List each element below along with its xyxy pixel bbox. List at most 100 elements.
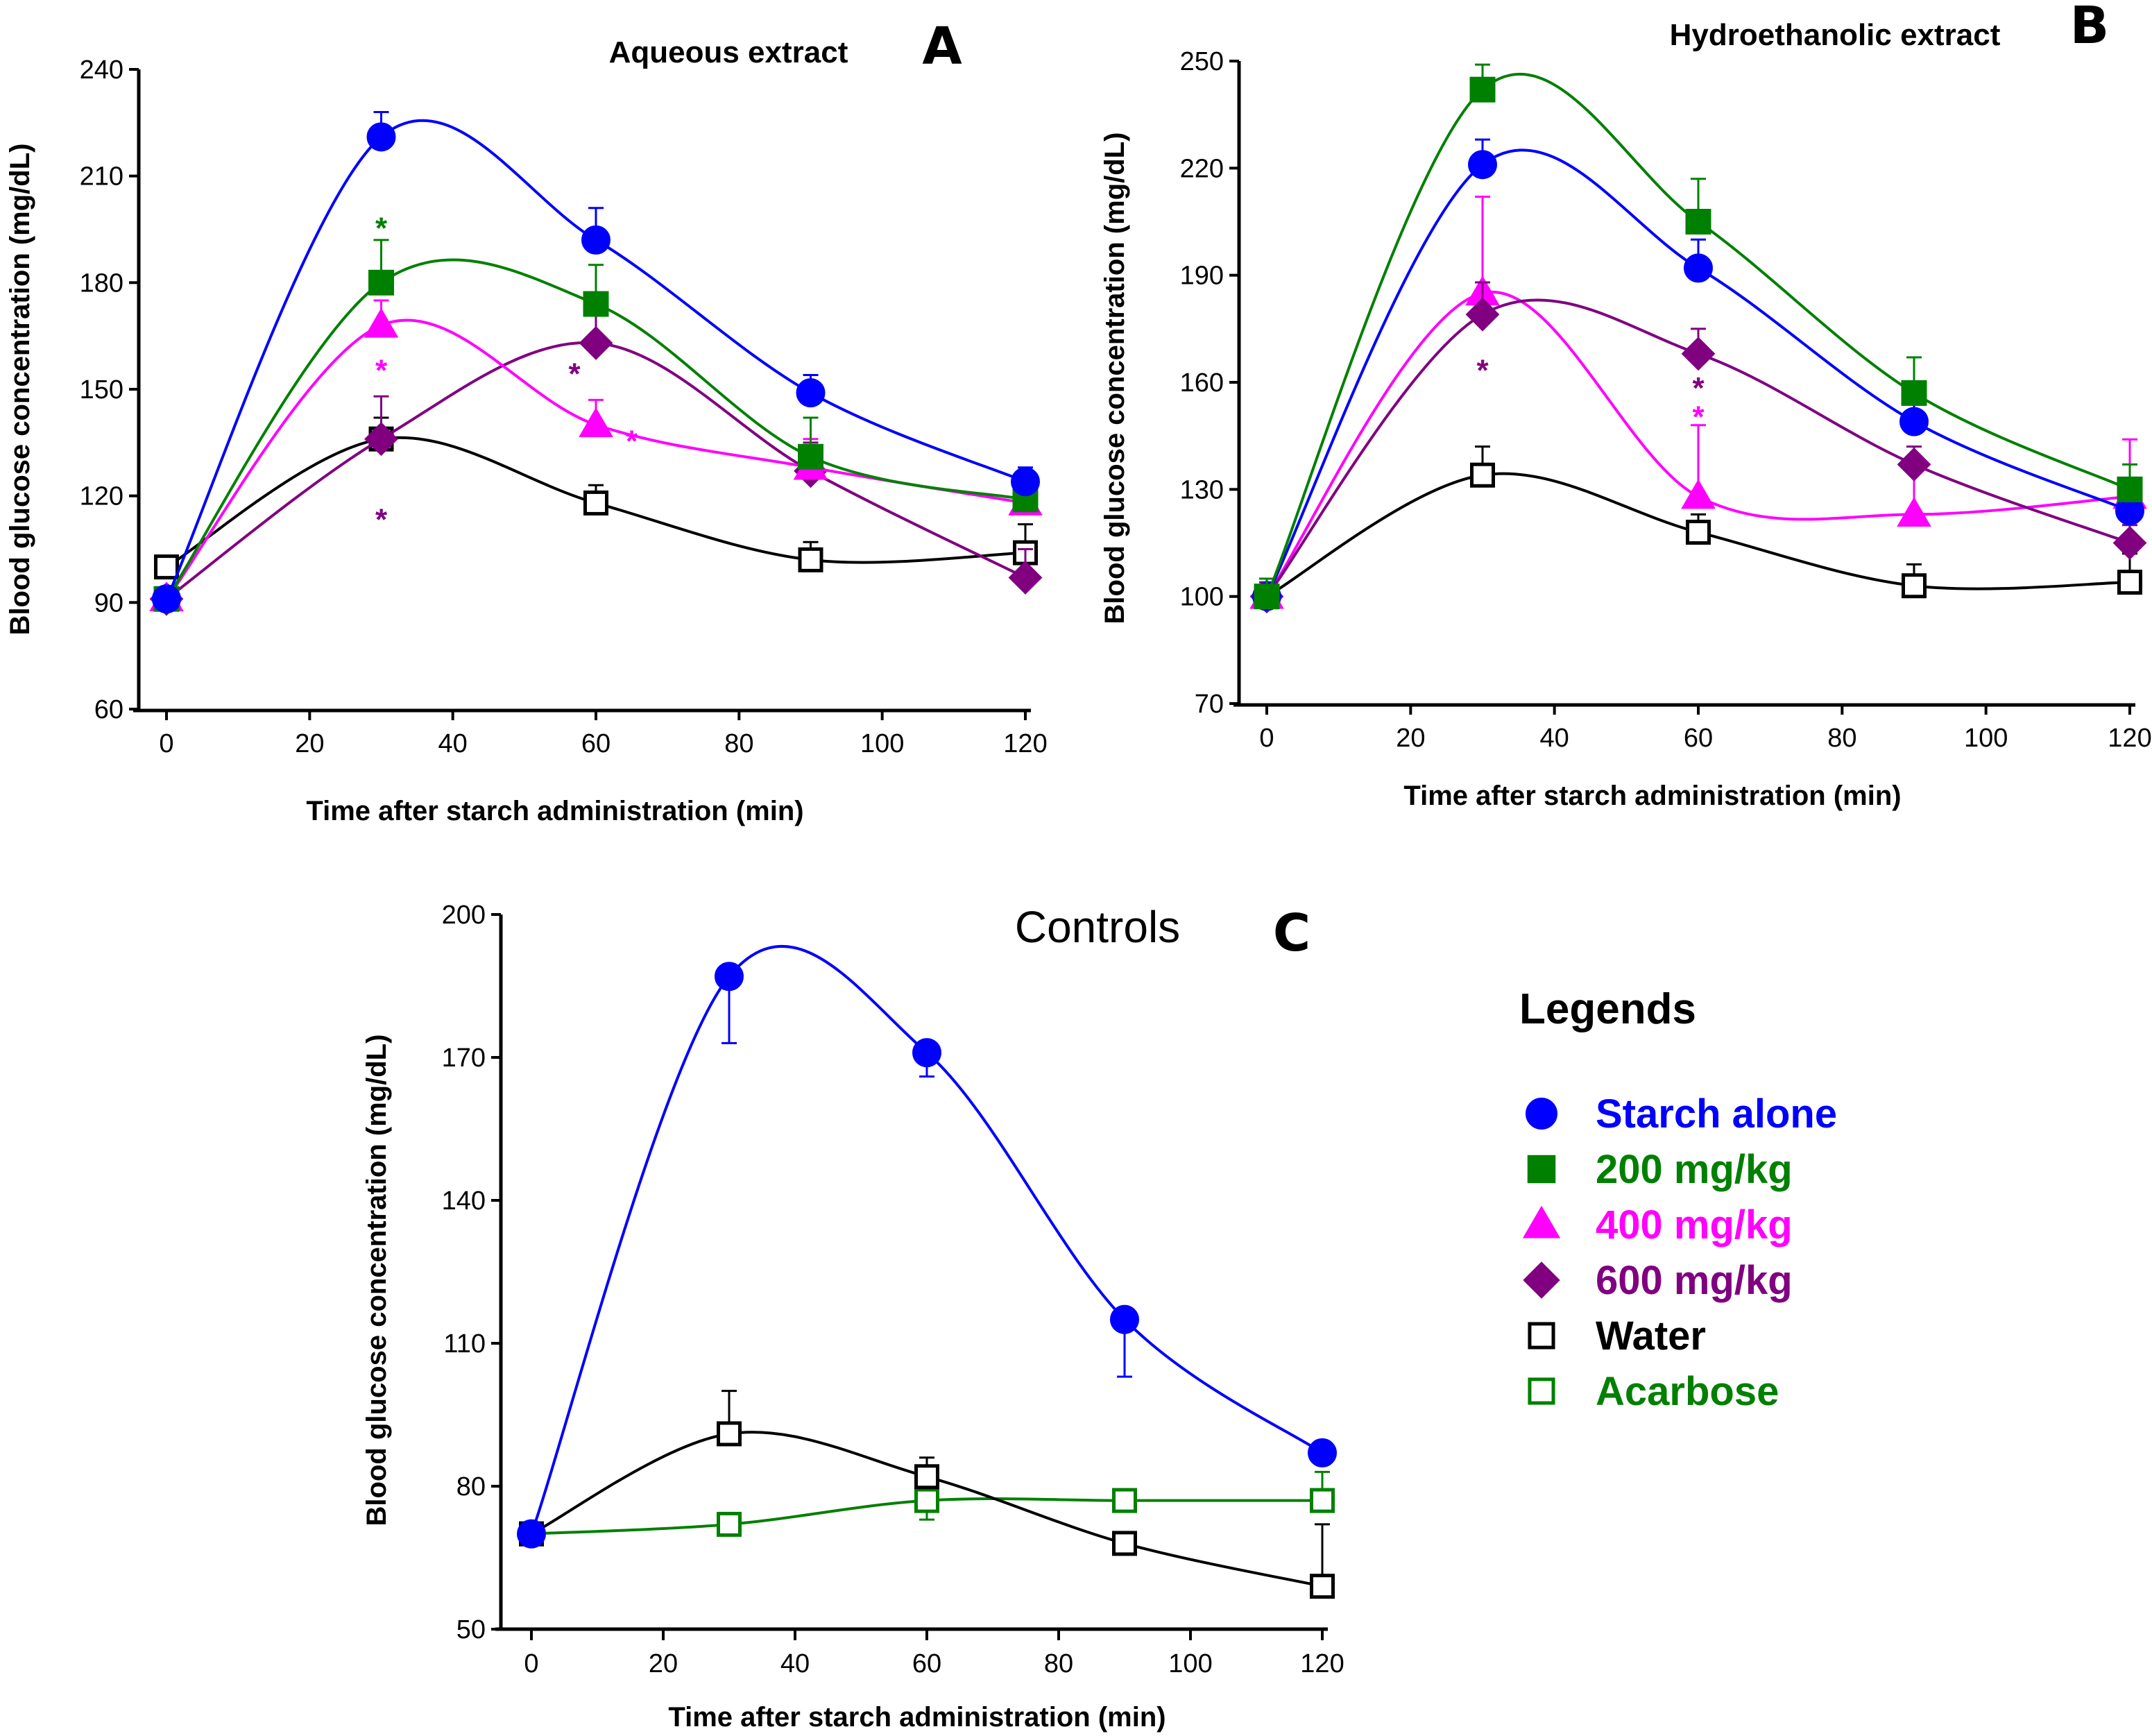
x-tick-label: 60 <box>912 1649 941 1678</box>
data-point <box>717 1511 742 1537</box>
series-line <box>1265 148 2130 597</box>
data-point <box>1902 573 1927 599</box>
y-tick-label: 160 <box>1180 368 1224 398</box>
legend-label: Water <box>1596 1313 1706 1359</box>
series-water <box>154 416 1038 580</box>
data-point <box>1897 447 1931 482</box>
significance-star: * <box>375 353 388 387</box>
data-point <box>1008 561 1043 595</box>
significance-star: * <box>568 357 581 391</box>
data-point <box>796 378 826 408</box>
x-tick-label: 100 <box>860 729 904 758</box>
legend-item: 400 mg/kg <box>1522 1202 1793 1248</box>
legend-marker <box>1522 1205 1561 1239</box>
y-tick-label: 150 <box>80 375 123 405</box>
y-tick-label: 90 <box>94 588 123 618</box>
y-tick-label: 220 <box>1180 154 1224 183</box>
x-tick-label: 80 <box>724 729 753 758</box>
x-axis-title: Time after starch administration (min) <box>1403 781 1901 811</box>
data-point <box>364 422 398 457</box>
x-tick-label: 100 <box>1168 1649 1212 1678</box>
legend-marker <box>1523 1261 1560 1299</box>
legend-marker <box>1528 1322 1555 1350</box>
legend-label: Acarbose <box>1596 1369 1779 1414</box>
legend-marker <box>1527 1155 1556 1184</box>
data-point <box>1310 1574 1335 1599</box>
series-line <box>165 119 1026 600</box>
data-point <box>1254 584 1280 610</box>
y-tick-label: 180 <box>80 269 123 298</box>
y-tick-label: 200 <box>442 901 486 930</box>
legend-label: Starch alone <box>1596 1091 1837 1137</box>
data-point <box>2117 570 2142 595</box>
x-axis-title: Time after starch administration (min) <box>668 1702 1165 1733</box>
panel-c: 50 80 110 140 170 200 0 20 40 60 80 100 120 Time afte… <box>361 901 1344 1733</box>
y-axis-title: Blood glucose concentration (mg/dL) <box>5 144 35 636</box>
series-line <box>1265 290 2130 597</box>
x-tick-label: 20 <box>295 729 324 758</box>
x-axis-title: Time after starch administration (min) <box>306 796 803 826</box>
legend-label: 200 mg/kg <box>1596 1147 1793 1192</box>
legend-marker <box>1526 1098 1557 1130</box>
y-tick-label: 110 <box>443 1329 486 1359</box>
data-point <box>1465 297 1500 332</box>
y-tick-label: 140 <box>442 1186 486 1216</box>
y-axis-title: Blood glucose concentration (mg/dL) <box>361 1035 392 1526</box>
legend-item: Starch alone <box>1526 1091 1837 1137</box>
x-tick-label: 120 <box>1003 729 1047 758</box>
data-point <box>581 225 610 255</box>
series-200-mg/kg <box>1254 63 2143 610</box>
x-tick-label: 20 <box>649 1649 678 1678</box>
series-starch-alone <box>152 110 1040 614</box>
y-tick-label: 190 <box>1180 262 1224 291</box>
x-tick-label: 20 <box>1396 724 1425 753</box>
legend-marker <box>1528 1377 1555 1405</box>
y-tick-label: 70 <box>1195 690 1224 719</box>
series-line <box>530 944 1324 1535</box>
series-line <box>165 318 1026 600</box>
series-600-mg/kg <box>149 306 1043 616</box>
legend-title: Legends <box>1519 985 1696 1033</box>
data-point <box>154 554 179 580</box>
y-axis-title: Blood glucose concentration (mg/dL) <box>1100 133 1130 624</box>
data-point <box>1470 462 1495 488</box>
data-point <box>1310 1488 1335 1513</box>
data-point <box>798 547 823 572</box>
x-tick-label: 0 <box>159 729 173 758</box>
legend: Legends Starch alone 200 mg/kg 400 mg/kg 60… <box>1519 985 1837 1414</box>
y-tick-label: 250 <box>1180 47 1224 76</box>
data-point <box>364 307 399 338</box>
data-point <box>1685 209 1711 235</box>
x-tick-label: 40 <box>1540 724 1569 753</box>
legend-item: 600 mg/kg <box>1523 1258 1793 1303</box>
data-point <box>1901 380 1927 406</box>
legend-item: Water <box>1528 1313 1706 1359</box>
panel-b: 70 100 130 160 190 220 250 0 20 40 60 80 100 120 Time … <box>1100 0 2152 811</box>
x-tick-label: 0 <box>524 1649 538 1678</box>
x-tick-label: 60 <box>1684 724 1713 753</box>
panel-a: 60 90 120 150 180 210 240 0 20 40 60 80 100 120 Time a… <box>5 17 1048 826</box>
data-point <box>1684 253 1713 283</box>
x-tick-label: 80 <box>1044 1649 1073 1678</box>
panel-letter: A <box>922 17 962 76</box>
y-tick-label: 60 <box>94 695 123 724</box>
y-tick-label: 130 <box>1180 475 1224 504</box>
legend-item: Acarbose <box>1528 1369 1779 1414</box>
y-tick-label: 120 <box>80 482 123 511</box>
data-point <box>914 1488 939 1513</box>
series-line <box>1265 72 2130 597</box>
significance-star: * <box>626 425 638 459</box>
x-tick-label: 40 <box>780 1649 810 1678</box>
data-point <box>2117 476 2143 502</box>
y-tick-label: 240 <box>80 56 123 85</box>
data-point <box>517 1519 546 1549</box>
panel-letter: C <box>1273 903 1310 963</box>
data-point <box>368 269 394 296</box>
significance-star: * <box>375 502 388 536</box>
data-point <box>366 122 396 152</box>
data-point <box>1308 1438 1337 1467</box>
y-tick-label: 210 <box>80 162 123 192</box>
data-point <box>715 962 744 992</box>
data-point <box>1681 479 1716 509</box>
